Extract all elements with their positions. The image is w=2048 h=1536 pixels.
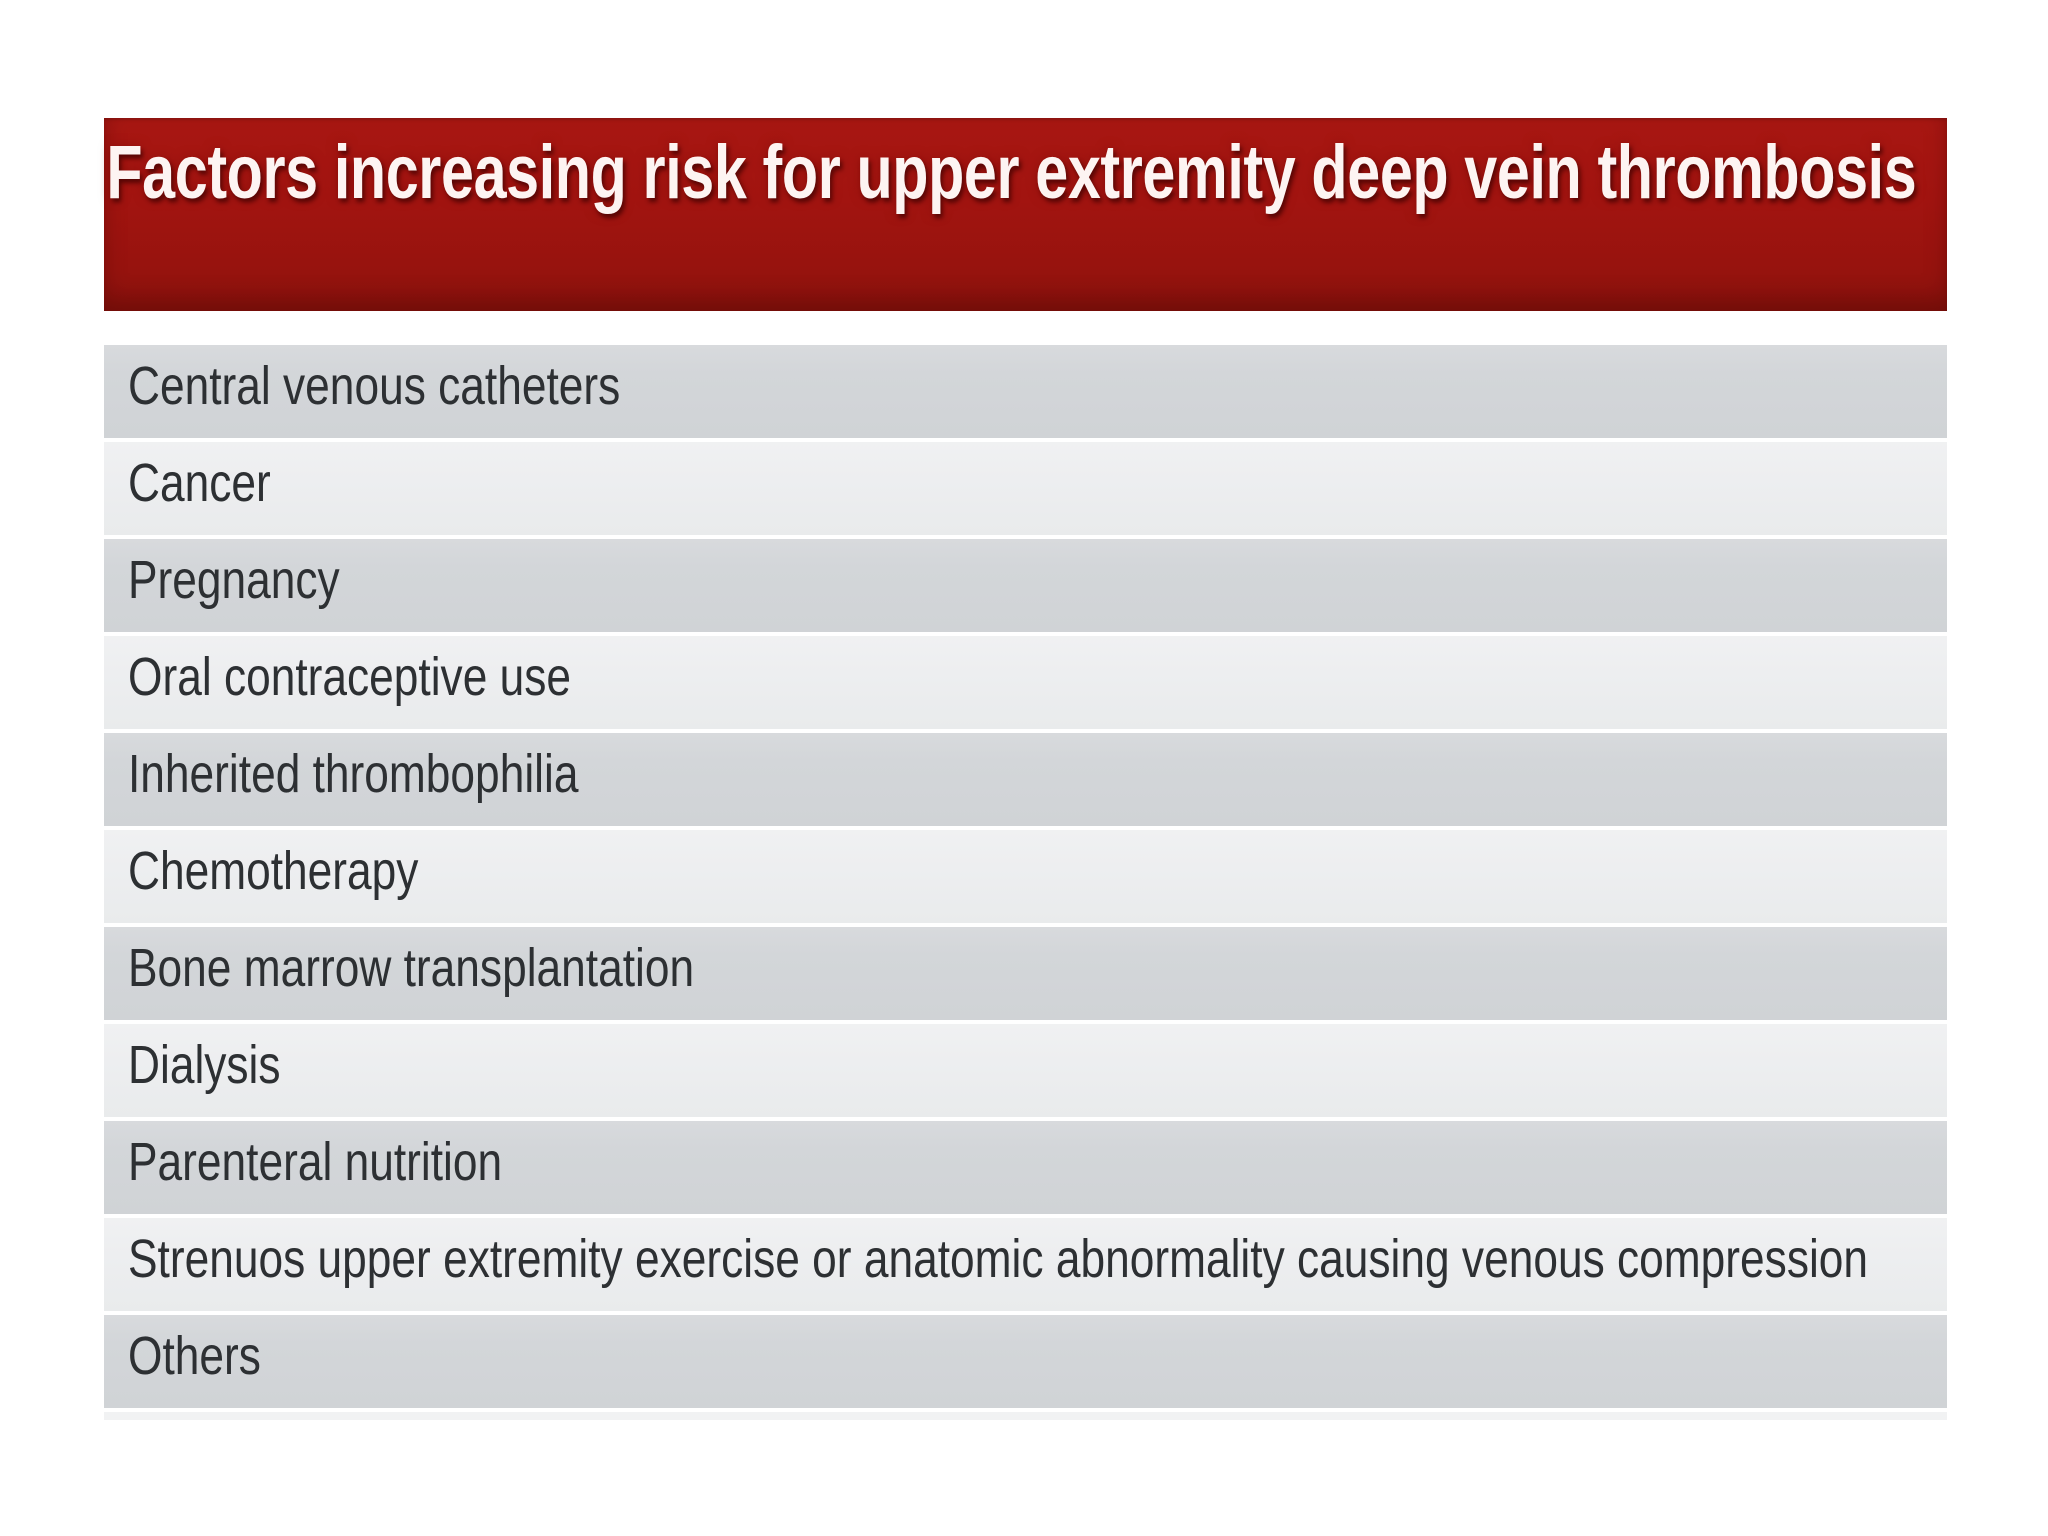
row-label: Bone marrow transplantation [128, 938, 695, 998]
row-label: Pregnancy [128, 550, 340, 610]
table-row: Central venous catheters [104, 345, 1947, 438]
table-row: Oral contraceptive use [104, 636, 1947, 729]
risk-factors-table: Central venous catheters Cancer Pregnanc… [104, 345, 1947, 1420]
table-row: Chemotherapy [104, 830, 1947, 923]
table-bottom-edge [104, 1412, 1947, 1420]
title-banner: Factors increasing risk for upper extrem… [104, 118, 1947, 311]
table-row: Strenuos upper extremity exercise or ana… [104, 1218, 1947, 1311]
table-row: Pregnancy [104, 539, 1947, 632]
table-row: Inherited thrombophilia [104, 733, 1947, 826]
table-row: Others [104, 1315, 1947, 1408]
row-label: Chemotherapy [128, 841, 419, 901]
row-label: Parenteral nutrition [128, 1132, 503, 1192]
table-row: Dialysis [104, 1024, 1947, 1117]
row-label: Cancer [128, 453, 271, 513]
row-label: Oral contraceptive use [128, 647, 572, 707]
table-row: Cancer [104, 442, 1947, 535]
row-label: Central venous catheters [128, 356, 621, 416]
row-label: Inherited thrombophilia [128, 744, 579, 804]
row-label: Strenuos upper extremity exercise or ana… [128, 1229, 1869, 1289]
row-label: Dialysis [128, 1035, 281, 1095]
slide-title: Factors increasing risk for upper extrem… [106, 130, 1917, 215]
table-row: Parenteral nutrition [104, 1121, 1947, 1214]
row-label: Others [128, 1326, 261, 1386]
table-row: Bone marrow transplantation [104, 927, 1947, 1020]
